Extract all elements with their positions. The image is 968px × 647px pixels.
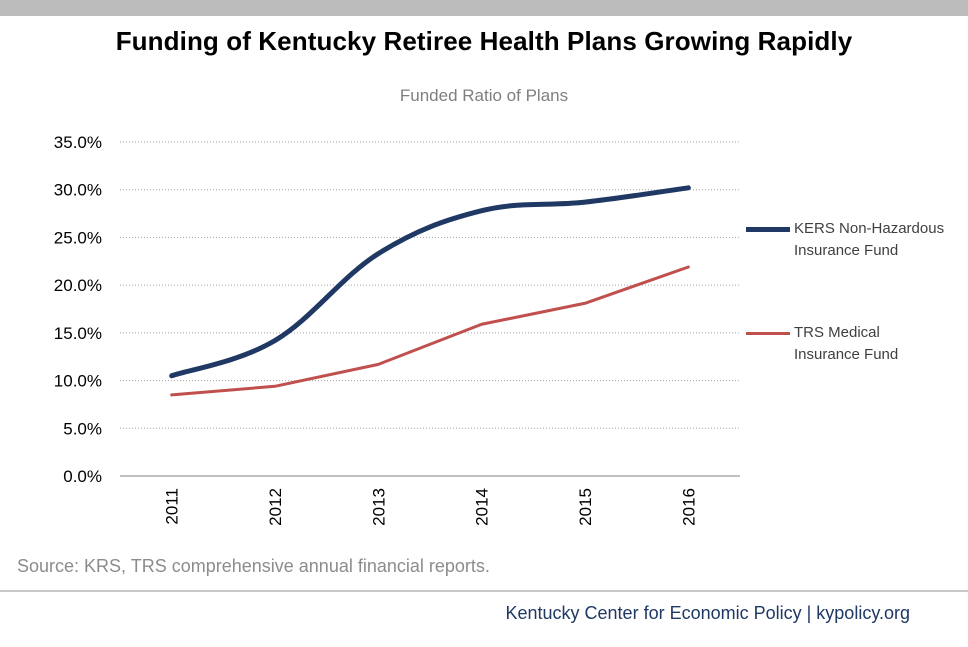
page-title: Funding of Kentucky Retiree Health Plans… [115,26,853,56]
x-tick-label: 2013 [369,488,388,526]
x-tick-label: 2011 [163,488,182,525]
y-tick-label: 0.0% [63,467,102,486]
y-tick-label: 5.0% [63,419,102,438]
legend-swatch-kers [746,227,790,232]
x-tick-label: 2012 [266,488,285,526]
y-tick-label: 25.0% [54,228,102,247]
series-line-trs [170,265,690,397]
y-tick-label: 20.0% [54,276,102,295]
series-line-kers [169,185,691,379]
divider [0,590,968,592]
y-tick-label: 35.0% [54,133,102,152]
chart-title: Funded Ratio of Plans [399,86,569,105]
x-tick-label: 2015 [576,488,595,526]
x-tick-label: 2014 [473,488,492,526]
source-note: Source: KRS, TRS comprehensive annual fi… [17,556,490,576]
y-tick-label: 30.0% [54,181,102,200]
y-tick-label: 15.0% [54,324,102,343]
footer-credit: Kentucky Center for Economic Policy | ky… [505,603,911,623]
x-tick-label: 2016 [679,488,698,526]
legend-swatch-trs [746,332,790,335]
y-tick-label: 10.0% [54,372,102,391]
legend-label-trs: TRS Medical Insurance Fund [794,324,899,363]
legend-label-kers: KERS Non-Hazardous Insurance Fund [794,220,945,259]
top-bar [0,0,968,16]
